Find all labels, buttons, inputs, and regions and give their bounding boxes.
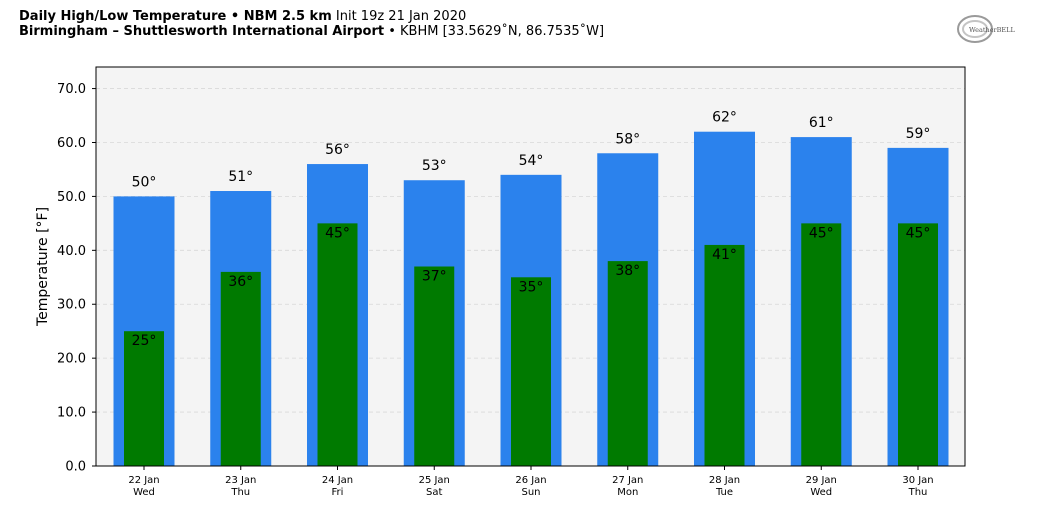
low-label: 41° bbox=[712, 247, 737, 263]
x-tick-day: Thu bbox=[908, 487, 928, 498]
high-label: 53° bbox=[422, 158, 447, 174]
y-tick-label: 40.0 bbox=[57, 244, 86, 259]
y-tick-label: 60.0 bbox=[57, 136, 86, 151]
y-tick-label: 50.0 bbox=[57, 190, 86, 205]
x-tick-day: Mon bbox=[617, 487, 638, 498]
high-label: 61° bbox=[809, 115, 834, 131]
bars: 50° 25° 51° 36° 56° 45° 53° 37° 54° 35° 58° 38° 62° 4… bbox=[113, 110, 949, 467]
high-label: 62° bbox=[712, 110, 737, 126]
low-bar bbox=[704, 244, 745, 466]
x-tick-date: 28 Jan bbox=[709, 475, 740, 486]
x-tick-date: 23 Jan bbox=[225, 475, 256, 486]
x-tick-day: Sat bbox=[426, 487, 442, 498]
high-label: 59° bbox=[906, 126, 931, 142]
low-label: 36° bbox=[228, 274, 253, 290]
y-axis: 0.0 10.0 20.0 30.0 40.0 50.0 60.0 70.0 bbox=[57, 82, 96, 475]
y-tick-label: 10.0 bbox=[57, 406, 86, 421]
y-axis-label: Temperature [°F] bbox=[35, 207, 51, 327]
init-time: Init 19z 21 Jan 2020 bbox=[335, 9, 467, 24]
high-label: 51° bbox=[228, 169, 253, 185]
subtitle-line: Birmingham – Shuttlesworth International… bbox=[19, 24, 604, 39]
station-name: Birmingham – Shuttlesworth International… bbox=[19, 24, 385, 39]
low-label: 37° bbox=[422, 269, 447, 285]
logo-text: WeatherBELL bbox=[969, 26, 1015, 34]
x-tick-date: 26 Jan bbox=[515, 475, 546, 486]
high-label: 58° bbox=[615, 131, 640, 147]
low-bar bbox=[124, 331, 164, 466]
low-bar bbox=[317, 223, 358, 466]
low-label: 38° bbox=[615, 263, 640, 279]
high-label: 50° bbox=[132, 174, 157, 190]
title-line: Daily High/Low Temperature • NBM 2.5 km … bbox=[19, 9, 604, 24]
x-tick-day: Fri bbox=[332, 487, 344, 498]
x-tick-date: 22 Jan bbox=[128, 475, 159, 486]
low-bar bbox=[607, 261, 648, 466]
low-label: 45° bbox=[325, 225, 350, 241]
y-tick-label: 0.0 bbox=[65, 460, 86, 475]
low-label: 45° bbox=[809, 225, 834, 241]
high-label: 56° bbox=[325, 142, 350, 158]
low-label: 45° bbox=[906, 225, 931, 241]
x-tick-day: Sun bbox=[521, 487, 540, 498]
weatherbell-logo: WeatherBELL bbox=[955, 12, 1019, 46]
low-bar bbox=[414, 266, 455, 466]
x-tick-day: Tue bbox=[715, 487, 733, 498]
x-tick-day: Wed bbox=[133, 487, 155, 498]
station-coords: • KBHM [33.5629˚N, 86.7535˚W] bbox=[388, 24, 605, 39]
x-tick-date: 25 Jan bbox=[419, 475, 450, 486]
y-tick-label: 70.0 bbox=[57, 82, 86, 97]
x-tick-date: 27 Jan bbox=[612, 475, 643, 486]
x-tick-day: Wed bbox=[810, 487, 832, 498]
low-bar bbox=[220, 271, 261, 466]
high-label: 54° bbox=[519, 153, 544, 169]
y-tick-label: 30.0 bbox=[57, 298, 86, 313]
chart-title: Daily High/Low Temperature • NBM 2.5 km bbox=[19, 9, 332, 24]
low-label: 25° bbox=[132, 333, 157, 349]
x-tick-date: 29 Jan bbox=[806, 475, 837, 486]
y-tick-label: 20.0 bbox=[57, 352, 86, 367]
x-tick-day: Thu bbox=[230, 487, 250, 498]
low-label: 35° bbox=[519, 279, 544, 295]
x-tick-date: 30 Jan bbox=[902, 475, 933, 486]
chart-header: Daily High/Low Temperature • NBM 2.5 km … bbox=[19, 9, 604, 39]
x-tick-date: 24 Jan bbox=[322, 475, 353, 486]
low-bar bbox=[898, 223, 938, 466]
low-bar bbox=[511, 277, 551, 466]
low-bar bbox=[801, 223, 842, 466]
